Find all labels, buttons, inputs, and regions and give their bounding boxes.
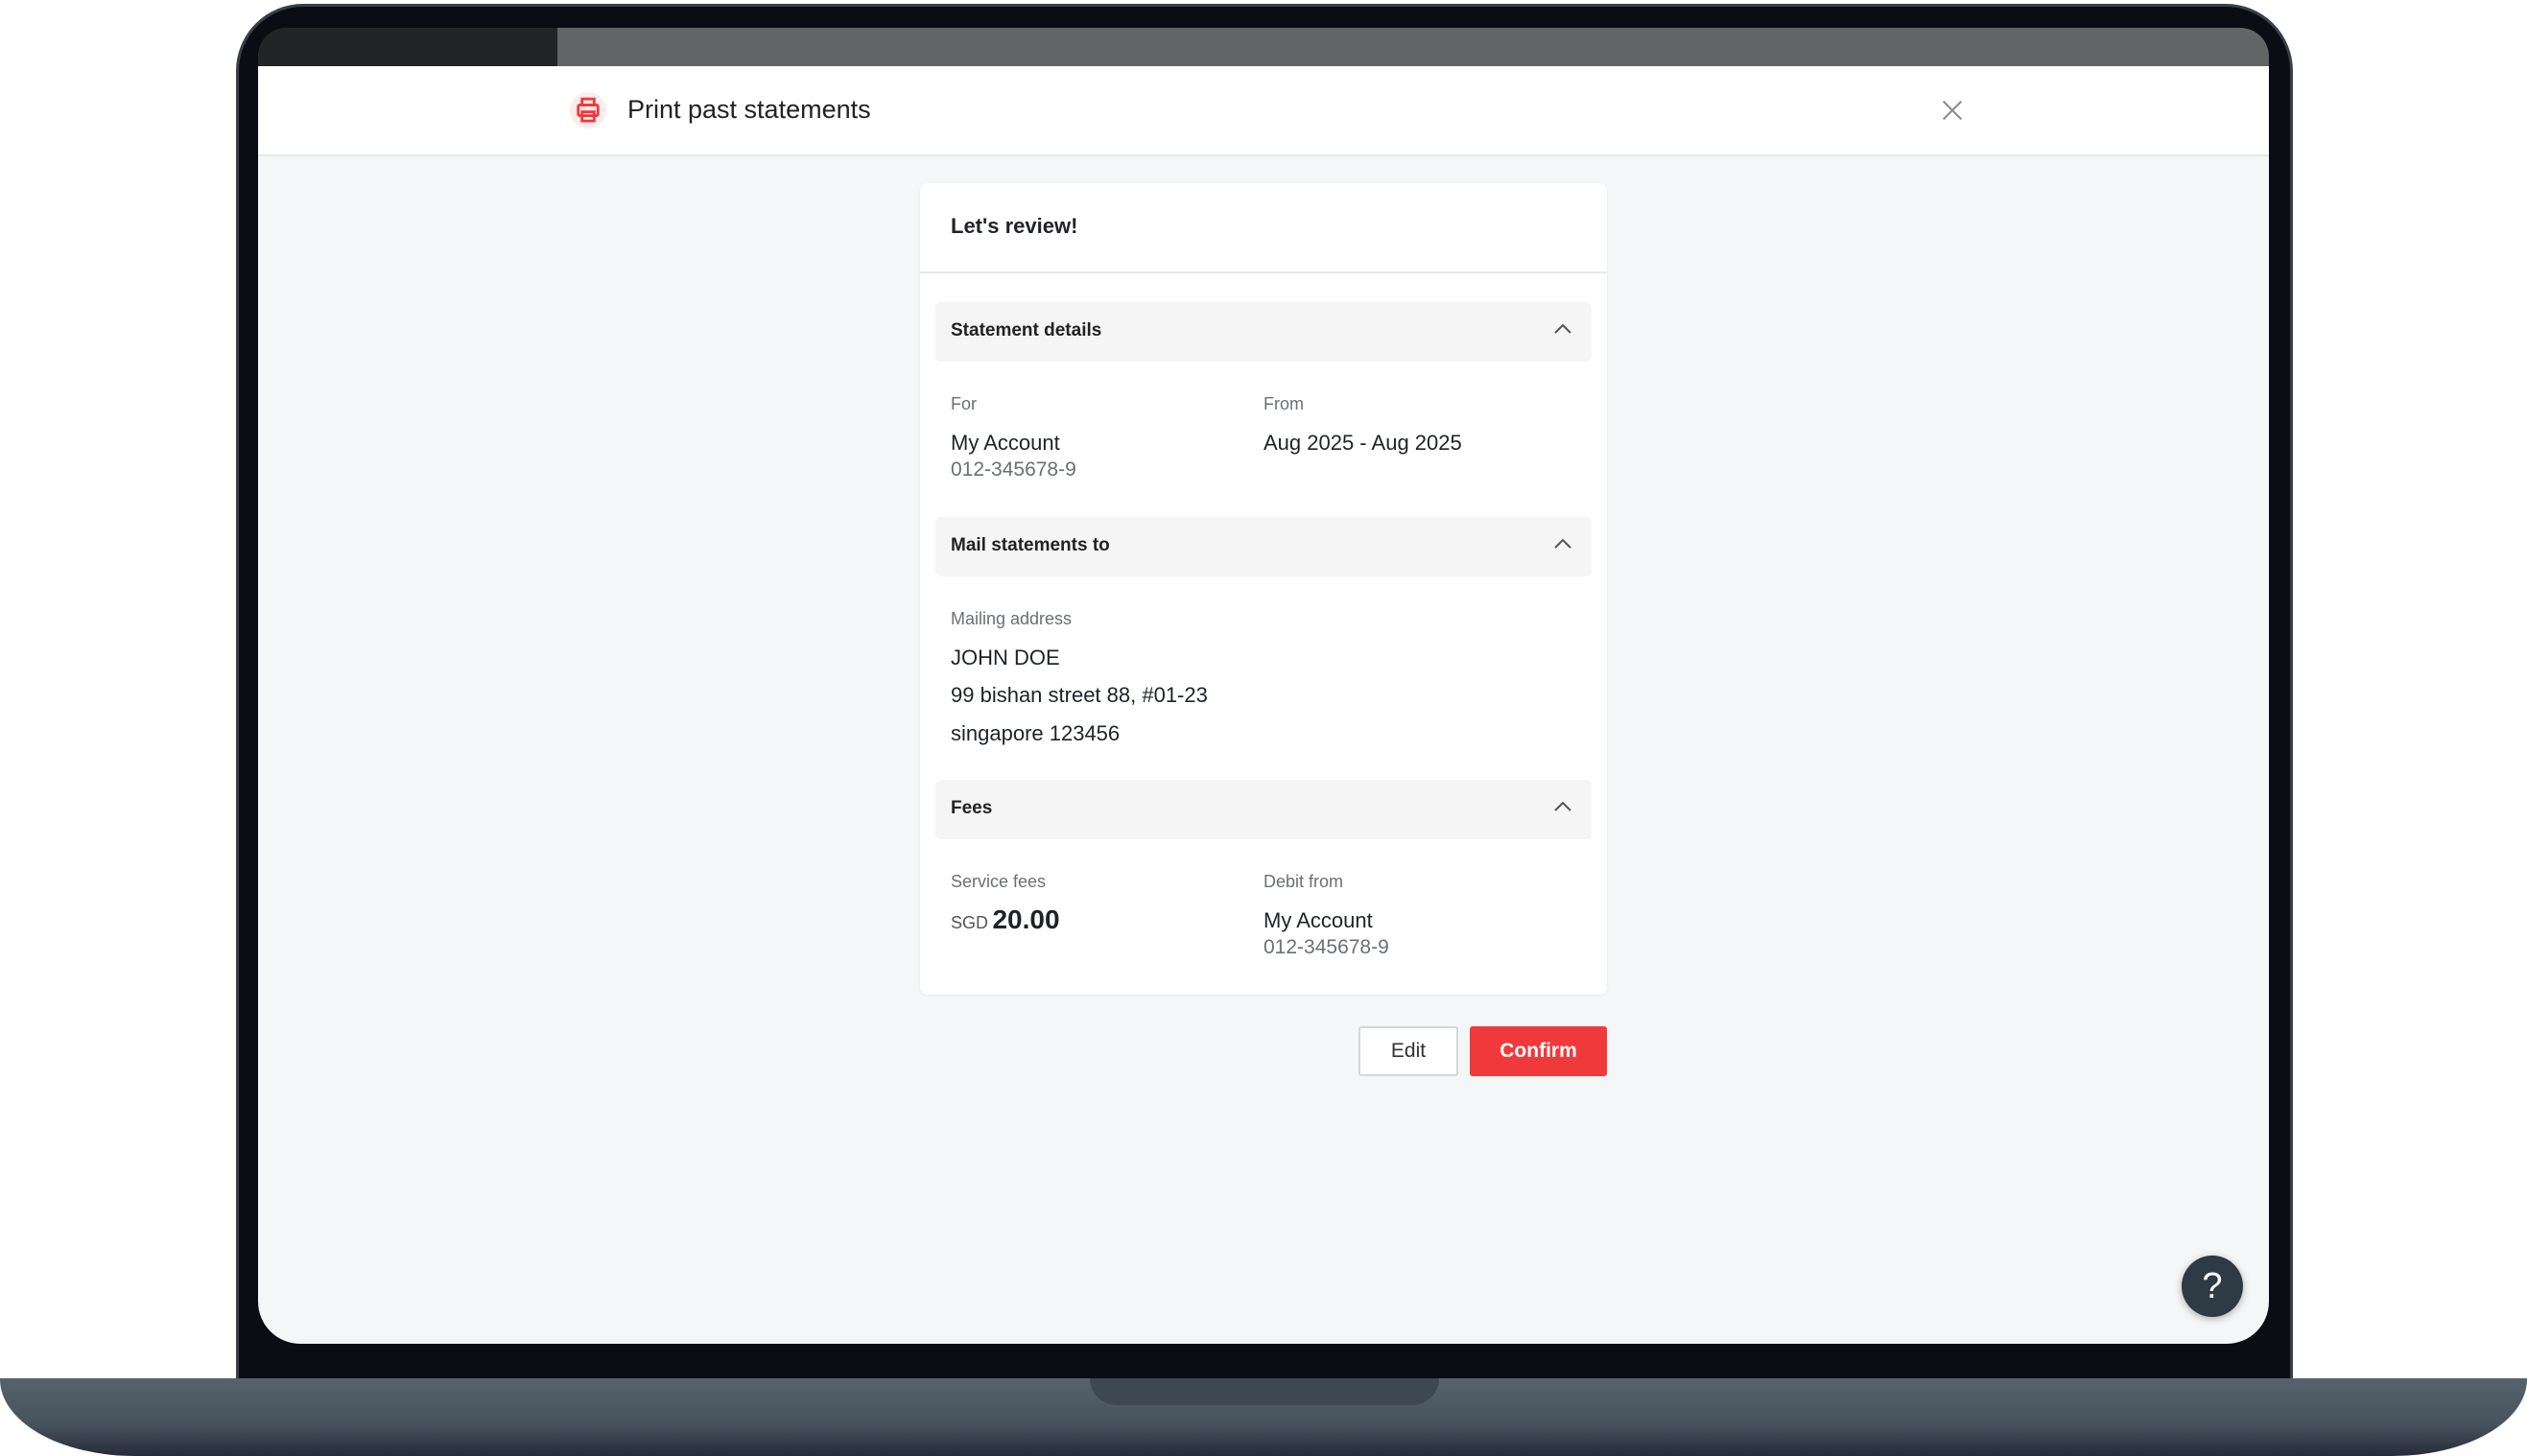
for-account-number: 012-345678-9 [951, 458, 1076, 481]
modal-screen: Print past statements Let's review! Stat… [258, 66, 2269, 1344]
review-card: Let's review! Statement details For My A… [920, 183, 1607, 995]
amount: 20.00 [992, 904, 1060, 934]
section-statement-details[interactable]: Statement details [935, 302, 1592, 362]
section-header: Statement details [951, 320, 1102, 341]
chevron-up-icon [1554, 801, 1571, 811]
divider [920, 271, 1607, 273]
debit-account: My Account [1264, 908, 1373, 932]
currency: SGD [951, 913, 989, 932]
section-header: Fees [951, 798, 993, 818]
chevron-up-icon [1554, 538, 1571, 549]
printer-icon [570, 92, 606, 129]
modal-title: Print past statements [627, 95, 871, 124]
chevron-up-icon [1554, 323, 1571, 334]
debit-from-label: Debit from [1264, 872, 1344, 891]
service-fee-amount: SGD 20.00 [951, 904, 1060, 935]
help-button[interactable]: ? [2182, 1256, 2243, 1317]
laptop-notch [1090, 1378, 1439, 1405]
from-value: Aug 2025 - Aug 2025 [1264, 431, 1462, 455]
debit-account-number: 012-345678-9 [1264, 936, 1389, 958]
section-fees[interactable]: Fees [935, 780, 1592, 839]
service-fees-label: Service fees [951, 872, 1047, 891]
mail-line1: 99 bishan street 88, #01-23 [951, 683, 1208, 707]
mail-name: JOHN DOE [951, 646, 1060, 669]
close-icon[interactable] [1937, 95, 1968, 126]
from-label: From [1264, 394, 1304, 413]
modal-header: Print past statements [258, 66, 2269, 156]
for-account: My Account [951, 431, 1060, 455]
for-label: For [951, 394, 977, 413]
review-title: Let's review! [951, 214, 1078, 238]
confirm-button[interactable]: Confirm [1470, 1026, 1607, 1076]
mailing-address-label: Mailing address [951, 609, 1073, 628]
section-header: Mail statements to [951, 535, 1110, 555]
edit-button[interactable]: Edit [1358, 1026, 1458, 1076]
mail-line2: singapore 123456 [951, 721, 1121, 745]
section-mail-statements[interactable]: Mail statements to [935, 517, 1592, 576]
